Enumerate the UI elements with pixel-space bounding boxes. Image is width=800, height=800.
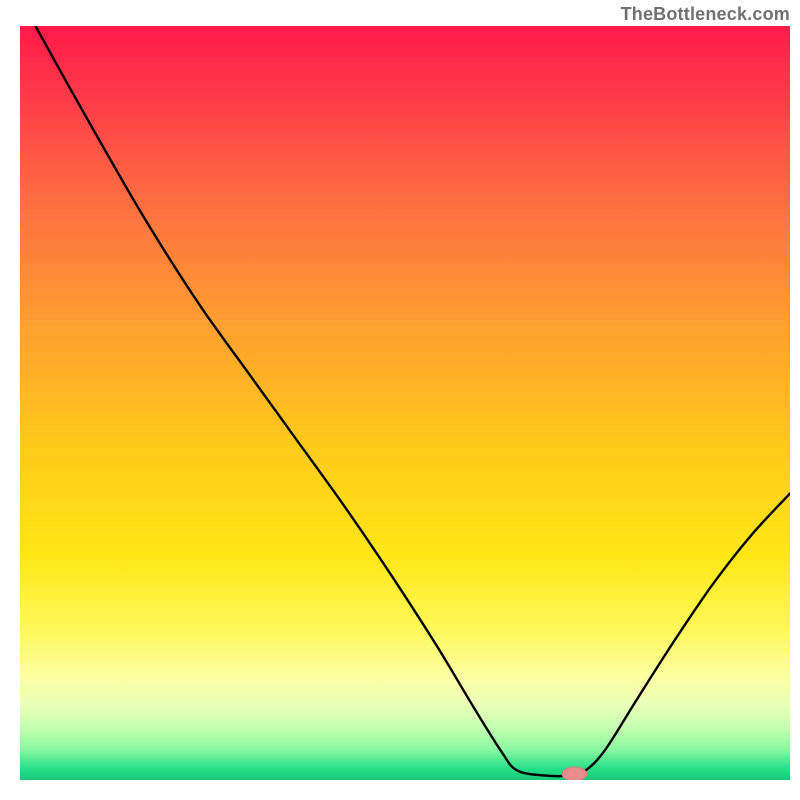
watermark-text: TheBottleneck.com (621, 4, 790, 25)
optimum-marker (562, 767, 587, 780)
chart-container: TheBottleneck.com (0, 0, 800, 800)
plot-area (20, 26, 790, 780)
gradient-background (20, 26, 790, 780)
plot-svg (20, 26, 790, 780)
